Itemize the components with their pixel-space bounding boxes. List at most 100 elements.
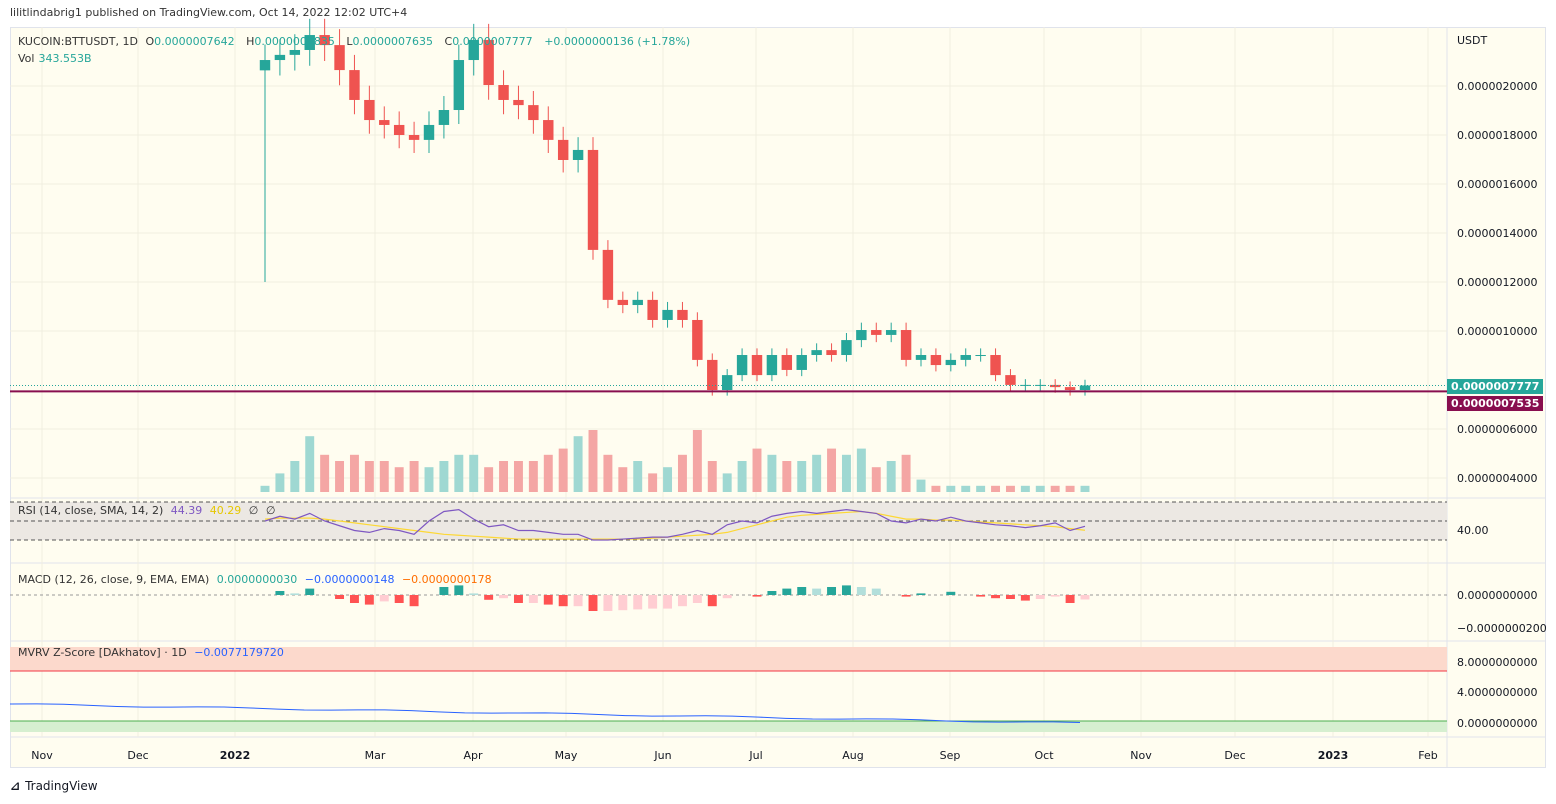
macd-histogram-bar — [543, 595, 553, 605]
volume-bar — [767, 454, 777, 492]
open-label: O — [145, 35, 155, 48]
footer-brand[interactable]: ⊿ TradingView — [10, 779, 98, 793]
volume-bar — [409, 461, 419, 492]
mvrv-undervalued-band — [10, 721, 1447, 732]
macd-histogram-bar — [856, 587, 866, 595]
rsi-ma-value: 40.29 — [209, 504, 242, 517]
publisher-line: lilitlindabrig1 published on TradingView… — [10, 6, 408, 19]
macd-histogram-bar — [812, 588, 822, 595]
candle-body — [379, 120, 390, 125]
volume-bar — [588, 430, 598, 492]
time-tick-label: Apr — [463, 749, 483, 762]
macd-histogram-bar — [692, 595, 702, 603]
volume-bar — [931, 485, 941, 492]
volume-bar — [677, 454, 687, 492]
currency-label: USDT — [1457, 34, 1488, 47]
macd-histogram-bar — [663, 595, 673, 609]
time-tick-label: Jul — [748, 749, 762, 762]
macd-histogram-bar — [603, 595, 613, 611]
candle-body — [1064, 387, 1076, 391]
candle-body — [304, 35, 315, 50]
candle-body — [766, 355, 778, 376]
volume-bar — [1050, 485, 1060, 492]
volume-bar — [305, 436, 315, 492]
macd-histogram-bar — [946, 591, 956, 595]
time-tick-label: Nov — [1130, 749, 1152, 762]
macd-axis-label: −0.0000000200 — [1457, 622, 1547, 635]
macd-histogram-bar — [305, 588, 315, 595]
candle-body — [796, 355, 807, 370]
macd-histogram-bar — [752, 595, 762, 597]
candle-body — [945, 359, 957, 366]
macd-histogram-bar — [1065, 595, 1075, 603]
macd-legend[interactable]: MACD (12, 26, close, 9, EMA, EMA) 0.0000… — [18, 573, 496, 586]
time-tick-label: Mar — [365, 749, 386, 762]
macd-histogram-bar — [677, 595, 687, 607]
volume-bar — [871, 467, 881, 492]
volume-bar — [469, 454, 479, 492]
volume-bar — [1035, 485, 1045, 492]
open-value: 0.0000007642 — [154, 35, 235, 48]
macd-histogram-bar — [707, 595, 717, 607]
volume-bar — [320, 454, 330, 492]
volume-bar — [335, 461, 345, 492]
volume-bar — [439, 461, 449, 492]
time-tick-label: Nov — [31, 749, 53, 762]
candle-body — [960, 355, 971, 360]
rsi-ma-line — [264, 510, 1086, 540]
volume-bar — [976, 485, 986, 492]
candle-body — [498, 85, 509, 100]
candle-body — [721, 375, 733, 391]
candle-body — [274, 54, 286, 61]
volume-bar — [752, 448, 762, 492]
candle-body — [453, 60, 465, 111]
chart-frame[interactable] — [10, 27, 1546, 768]
candle-body — [647, 299, 658, 320]
price-tick-label: 0.0000006000 — [1457, 423, 1537, 436]
macd-histogram-bar — [871, 588, 881, 595]
time-tick-label: Feb — [1418, 749, 1437, 762]
macd-histogram-bar — [916, 593, 926, 595]
volume-bar — [1020, 485, 1030, 492]
time-tick-label: Dec — [1224, 749, 1245, 762]
candle-body — [811, 350, 822, 356]
volume-bar — [290, 461, 300, 492]
time-tick-label: Jun — [653, 749, 671, 762]
rsi-legend[interactable]: RSI (14, close, SMA, 14, 2) 44.39 40.29 … — [18, 504, 279, 517]
macd-histogram-bar — [797, 587, 807, 595]
volume-bar — [618, 467, 628, 492]
candle-body — [364, 99, 375, 121]
candle-body — [975, 355, 986, 357]
macd-histogram-bar — [484, 595, 494, 600]
macd-histogram-bar — [290, 593, 300, 595]
close-label: C — [444, 35, 453, 48]
close-value: 0.0000007777 — [452, 35, 533, 48]
time-tick-label: 2022 — [220, 749, 251, 762]
volume-bar — [1065, 485, 1075, 492]
volume-bar — [573, 436, 583, 492]
candle-body — [1020, 384, 1031, 386]
macd-histogram-bar — [469, 593, 479, 595]
candle-body — [289, 49, 301, 55]
macd-histogram-bar — [1035, 595, 1045, 599]
candle-body — [334, 45, 345, 71]
volume-bar — [394, 467, 404, 492]
mvrv-legend[interactable]: MVRV Z-Score [DAkhatov] · 1D −0.00771797… — [18, 646, 288, 659]
candle-body — [692, 319, 703, 360]
candle-body — [677, 309, 688, 320]
volume-bar — [454, 454, 464, 492]
candle-body — [856, 330, 867, 341]
macd-title: MACD (12, 26, close, 9, EMA, EMA) — [18, 573, 210, 586]
rsi-upper-value: ∅ — [248, 504, 259, 517]
macd-histogram-bar — [394, 595, 404, 603]
volume-bar — [856, 448, 866, 492]
symbol[interactable]: KUCOIN:BTTUSDT, 1D — [18, 35, 138, 48]
candle-body — [930, 355, 942, 366]
volume-bar — [692, 430, 702, 492]
volume-bar — [603, 454, 613, 492]
candle-body — [900, 330, 912, 360]
candle-body — [468, 39, 479, 61]
candle-body — [707, 359, 718, 391]
volume-bar — [543, 454, 553, 492]
